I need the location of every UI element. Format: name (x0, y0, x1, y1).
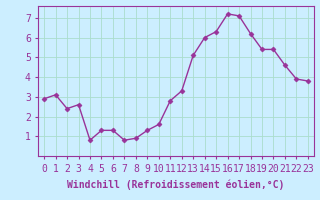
X-axis label: Windchill (Refroidissement éolien,°C): Windchill (Refroidissement éolien,°C) (67, 179, 285, 190)
